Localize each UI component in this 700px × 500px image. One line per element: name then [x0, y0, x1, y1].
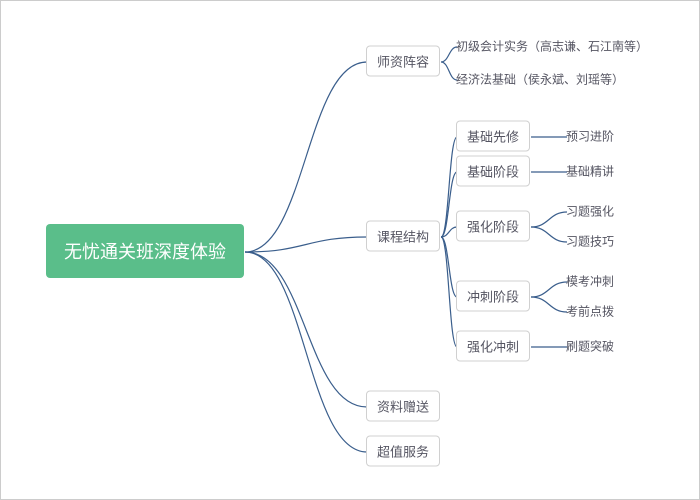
edge [531, 227, 567, 242]
branch-node: 强化阶段 [456, 211, 530, 242]
branch-node: 冲刺阶段 [456, 281, 530, 312]
edge [441, 62, 457, 80]
leaf-node: 刷题突破 [566, 338, 614, 355]
edge [441, 237, 457, 297]
leaf-node: 习题技巧 [566, 233, 614, 250]
edge [531, 212, 567, 227]
leaf-node: 预习进阶 [566, 128, 614, 145]
branch-node: 基础先修 [456, 121, 530, 152]
leaf-node: 基础精讲 [566, 163, 614, 180]
root-node: 无忧通关班深度体验 [46, 224, 244, 278]
leaf-node: 初级会计实务（高志谦、石江南等） [456, 38, 648, 55]
leaf-node: 考前点拨 [566, 303, 614, 320]
edge [441, 47, 457, 62]
leaf-node: 模考冲刺 [566, 273, 614, 290]
branch-node: 课程结构 [366, 221, 440, 252]
leaf-node: 经济法基础（侯永斌、刘瑶等） [456, 71, 624, 88]
edge [245, 252, 367, 407]
edge [531, 282, 567, 297]
branch-node: 资料赠送 [366, 391, 440, 422]
leaf-node: 习题强化 [566, 203, 614, 220]
edge [441, 137, 457, 237]
edge [245, 62, 367, 252]
edge [531, 297, 567, 312]
edge [245, 237, 367, 252]
branch-node: 师资阵容 [366, 46, 440, 77]
edge [245, 252, 367, 452]
edge [441, 237, 457, 347]
mindmap-stage: 无忧通关班深度体验 师资阵容初级会计实务（高志谦、石江南等） 经济法基础（侯永斌、刘… [0, 0, 700, 500]
branch-node: 超值服务 [366, 436, 440, 467]
edge [441, 172, 457, 237]
edge [441, 227, 457, 237]
branch-node: 基础阶段 [456, 156, 530, 187]
branch-node: 强化冲刺 [456, 331, 530, 362]
